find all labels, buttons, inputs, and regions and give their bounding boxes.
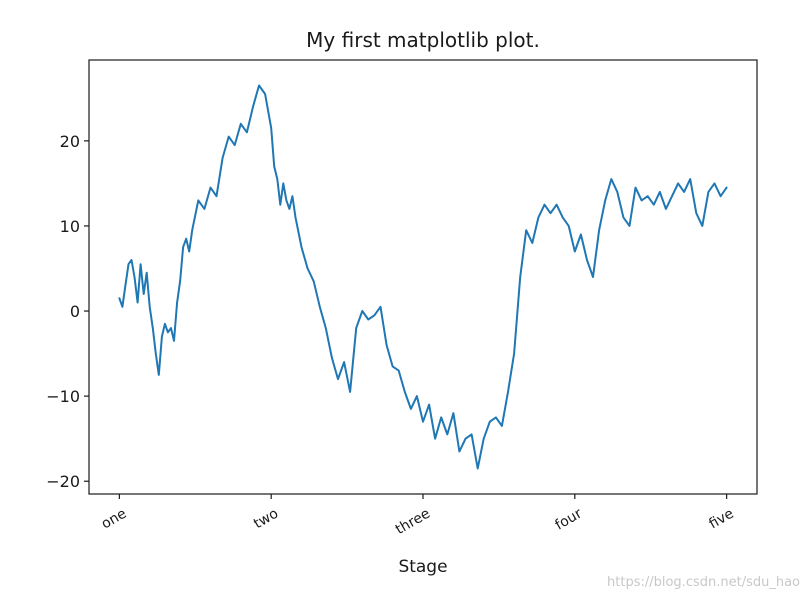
- plot-area-frame: [88, 59, 758, 495]
- x-axis-label: Stage: [398, 557, 447, 577]
- y-tick-label: 10: [60, 217, 80, 236]
- y-axis: −20 −10 0 10 20: [46, 132, 89, 491]
- x-tick-label: five: [706, 506, 736, 533]
- x-tick-label: two: [251, 506, 281, 533]
- x-axis: one two three four five: [99, 494, 737, 538]
- x-tick-label: four: [552, 505, 585, 533]
- x-tick-label: three: [393, 506, 433, 538]
- x-tick-label: one: [99, 506, 130, 533]
- series-line: [118, 84, 728, 470]
- chart-title: My first matplotlib plot.: [306, 28, 540, 52]
- y-tick-label: 20: [60, 132, 80, 151]
- y-tick-label: 0: [70, 302, 80, 321]
- watermark: https://blog.csdn.net/sdu_hao: [607, 575, 800, 590]
- y-tick-label: −20: [46, 472, 80, 491]
- series-layer: [118, 84, 728, 470]
- y-tick-label: −10: [46, 387, 80, 406]
